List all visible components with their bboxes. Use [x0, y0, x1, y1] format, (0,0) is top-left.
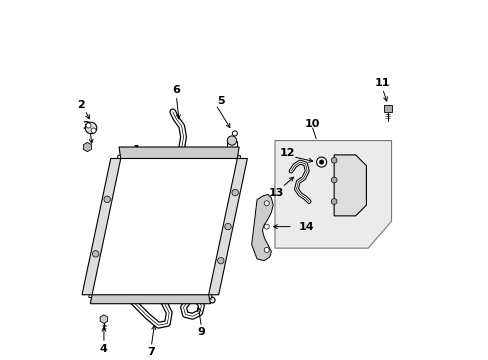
Circle shape	[91, 128, 96, 133]
Circle shape	[231, 189, 238, 196]
Circle shape	[264, 201, 269, 206]
Circle shape	[330, 177, 336, 183]
Text: 14: 14	[298, 222, 313, 231]
Text: 5: 5	[217, 96, 224, 106]
Text: 13: 13	[268, 188, 284, 198]
Text: 7: 7	[147, 347, 155, 357]
Text: 1: 1	[133, 144, 141, 154]
Text: 6: 6	[172, 85, 180, 95]
Polygon shape	[251, 194, 273, 261]
Text: 10: 10	[305, 120, 320, 129]
Circle shape	[217, 257, 224, 264]
Polygon shape	[100, 315, 107, 323]
Polygon shape	[274, 140, 391, 248]
Polygon shape	[333, 155, 366, 216]
Text: 11: 11	[374, 78, 389, 88]
Circle shape	[330, 199, 336, 204]
Text: 9: 9	[197, 327, 205, 337]
Text: 2: 2	[77, 100, 85, 110]
Polygon shape	[82, 158, 121, 295]
Text: 8: 8	[194, 209, 202, 219]
Text: 12: 12	[279, 148, 295, 158]
Polygon shape	[90, 295, 210, 304]
Circle shape	[264, 224, 269, 229]
Text: 4: 4	[100, 343, 108, 354]
Polygon shape	[119, 147, 239, 158]
Circle shape	[264, 247, 269, 252]
Polygon shape	[208, 158, 247, 295]
Circle shape	[104, 196, 110, 203]
Circle shape	[319, 160, 323, 164]
Circle shape	[227, 136, 236, 145]
Circle shape	[224, 224, 231, 230]
Circle shape	[330, 157, 336, 163]
Circle shape	[86, 123, 91, 128]
Circle shape	[316, 157, 326, 167]
Text: 3: 3	[82, 121, 90, 131]
Circle shape	[85, 122, 97, 134]
Polygon shape	[83, 142, 91, 152]
Circle shape	[92, 251, 99, 257]
Polygon shape	[384, 105, 391, 112]
Polygon shape	[88, 155, 240, 298]
